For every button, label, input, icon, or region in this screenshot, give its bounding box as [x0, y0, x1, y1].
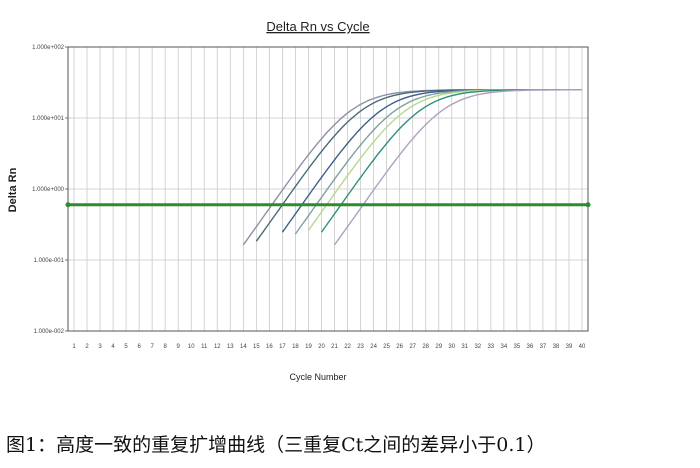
x-tick-label: 39 — [566, 344, 573, 350]
x-tick-label: 3 — [98, 344, 102, 350]
threshold-handle-left — [65, 202, 71, 208]
amplification-curve-2 — [255, 88, 582, 242]
y-tick-label: 1.000e+001 — [32, 116, 65, 122]
x-tick-label: 4 — [111, 344, 115, 350]
amplification-curves — [242, 88, 582, 246]
x-tick-label: 1 — [72, 344, 76, 350]
x-tick-label: 34 — [501, 344, 508, 350]
chart-title: Delta Rn vs Cycle — [266, 19, 369, 34]
x-tick-label: 2 — [85, 344, 89, 350]
x-tick-label: 28 — [422, 344, 429, 350]
x-tick-label: 18 — [292, 344, 299, 350]
x-tick-label: 20 — [318, 344, 325, 350]
x-tick-label: 32 — [474, 344, 481, 350]
x-tick-label: 23 — [357, 344, 364, 350]
threshold-handle-right — [585, 202, 591, 208]
x-tick-label: 22 — [344, 344, 351, 350]
threshold-layer — [65, 202, 591, 208]
x-tick-label: 8 — [164, 344, 168, 350]
x-tick-label: 29 — [435, 344, 442, 350]
x-tick-label: 38 — [553, 344, 560, 350]
x-tick-label: 17 — [279, 344, 286, 350]
y-tick-labels: 1.000e-002 1.000e-001 1.000e+000 1.000e+001… — [32, 45, 68, 335]
x-tick-label: 5 — [124, 344, 128, 350]
y-tick-label: 1.000e+000 — [32, 187, 65, 193]
x-tick-label: 37 — [540, 344, 547, 350]
x-tick-label: 24 — [370, 344, 377, 350]
amplification-curve-3 — [281, 88, 582, 233]
x-tick-label: 26 — [396, 344, 403, 350]
x-tick-label: 25 — [383, 344, 390, 350]
x-tick-labels: 1 2 3 4 5 6 7 8 9 10 11 12 13 14 15 16 17 18 19 20 21 22 23 24 2… — [72, 344, 586, 350]
x-tick-label: 36 — [527, 344, 534, 350]
x-tick-label: 40 — [579, 344, 586, 350]
x-tick-label: 7 — [150, 344, 154, 350]
x-tick-label: 10 — [188, 344, 195, 350]
x-tick-label: 31 — [461, 344, 468, 350]
x-tick-label: 21 — [331, 344, 338, 350]
x-tick-label: 35 — [514, 344, 521, 350]
amplification-chart: Delta Rn vs Cycle Delta Rn Cycle Number … — [7, 19, 591, 382]
figure-caption: 图1：高度一致的重复扩增曲线（三重复Ct之间的差异小于0.1） — [6, 434, 546, 456]
x-tick-label: 15 — [253, 344, 260, 350]
amplification-curve-7 — [333, 89, 582, 246]
x-tick-label: 6 — [137, 344, 141, 350]
x-tick-label: 27 — [409, 344, 416, 350]
y-tick-label: 1.000e-002 — [34, 329, 65, 335]
y-tick-label: 1.000e-001 — [34, 258, 65, 264]
x-axis-label: Cycle Number — [289, 372, 346, 382]
x-tick-label: 16 — [266, 344, 273, 350]
x-tick-label: 9 — [177, 344, 181, 350]
x-tick-label: 12 — [214, 344, 221, 350]
y-tick-label: 1.000e+002 — [32, 45, 65, 51]
x-tick-label: 11 — [201, 344, 208, 350]
x-tick-label: 33 — [487, 344, 494, 350]
x-tick-label: 13 — [227, 344, 234, 350]
y-axis-label: Delta Rn — [7, 167, 19, 212]
x-tick-label: 19 — [305, 344, 312, 350]
x-tick-label: 14 — [240, 344, 247, 350]
x-tick-label: 30 — [448, 344, 455, 350]
